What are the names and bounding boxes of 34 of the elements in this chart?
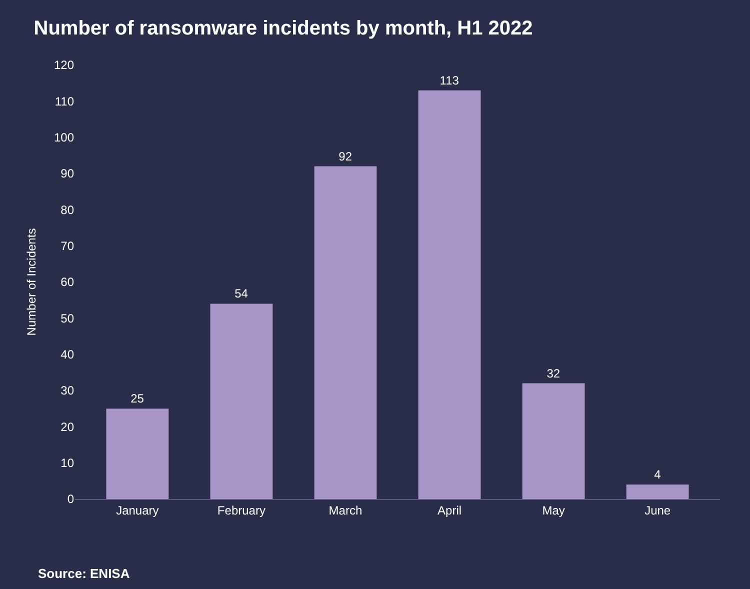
y-tick-label: 80 bbox=[60, 202, 74, 217]
y-tick-label: 70 bbox=[60, 239, 74, 254]
y-tick-label: 50 bbox=[60, 311, 74, 326]
chart-title: Number of ransomware incidents by month, H1 2022 bbox=[34, 18, 533, 40]
data-label: 92 bbox=[338, 149, 352, 164]
y-tick-label: 90 bbox=[60, 166, 74, 181]
y-tick-label: 100 bbox=[54, 130, 74, 145]
data-label: 54 bbox=[234, 286, 248, 301]
y-tick-label: 60 bbox=[60, 275, 74, 290]
y-tick-label: 0 bbox=[67, 492, 74, 506]
x-tick-label: April bbox=[438, 503, 462, 518]
bar bbox=[626, 484, 689, 499]
x-tick-label: May bbox=[542, 503, 565, 518]
y-tick-label: 40 bbox=[60, 348, 74, 362]
data-label: 4 bbox=[654, 468, 662, 482]
x-tick-label: June bbox=[644, 503, 671, 518]
bar bbox=[418, 90, 481, 499]
bar bbox=[314, 166, 377, 499]
data-label: 113 bbox=[440, 73, 460, 88]
bar bbox=[106, 408, 169, 499]
x-tick-label: March bbox=[328, 503, 362, 518]
bar bbox=[210, 304, 273, 499]
x-tick-label: January bbox=[116, 503, 159, 518]
y-tick-label: 110 bbox=[54, 94, 74, 108]
bar bbox=[522, 383, 585, 499]
y-tick-label: 120 bbox=[54, 58, 74, 72]
data-label: 25 bbox=[130, 392, 144, 406]
data-label: 32 bbox=[546, 366, 560, 380]
x-tick-label: February bbox=[217, 503, 266, 518]
y-tick-label: 10 bbox=[60, 456, 74, 470]
y-axis-title: Number of Incidents bbox=[24, 228, 38, 336]
y-tick-label: 20 bbox=[60, 420, 74, 434]
y-tick-label: 30 bbox=[60, 384, 74, 398]
source-note: Source: ENISA bbox=[38, 566, 130, 581]
